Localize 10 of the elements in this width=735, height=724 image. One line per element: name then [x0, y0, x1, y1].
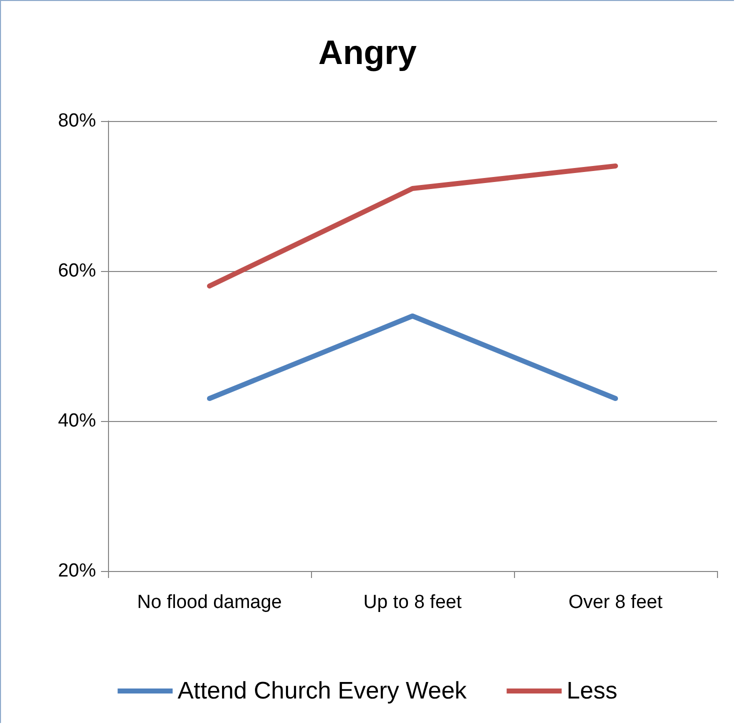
chart-title: Angry [318, 34, 417, 72]
y-tick-label: 40% [58, 410, 96, 432]
x-tick-label: No flood damage [137, 592, 282, 613]
x-tick-label: Over 8 feet [568, 592, 664, 613]
legend-label: Attend Church Every Week [178, 678, 468, 704]
x-tick-label: Up to 8 feet [363, 592, 462, 613]
y-tick-label: 60% [58, 260, 96, 282]
legend-label: Less [566, 678, 618, 704]
y-tick-label: 80% [58, 110, 96, 132]
y-tick-label: 20% [58, 560, 96, 582]
